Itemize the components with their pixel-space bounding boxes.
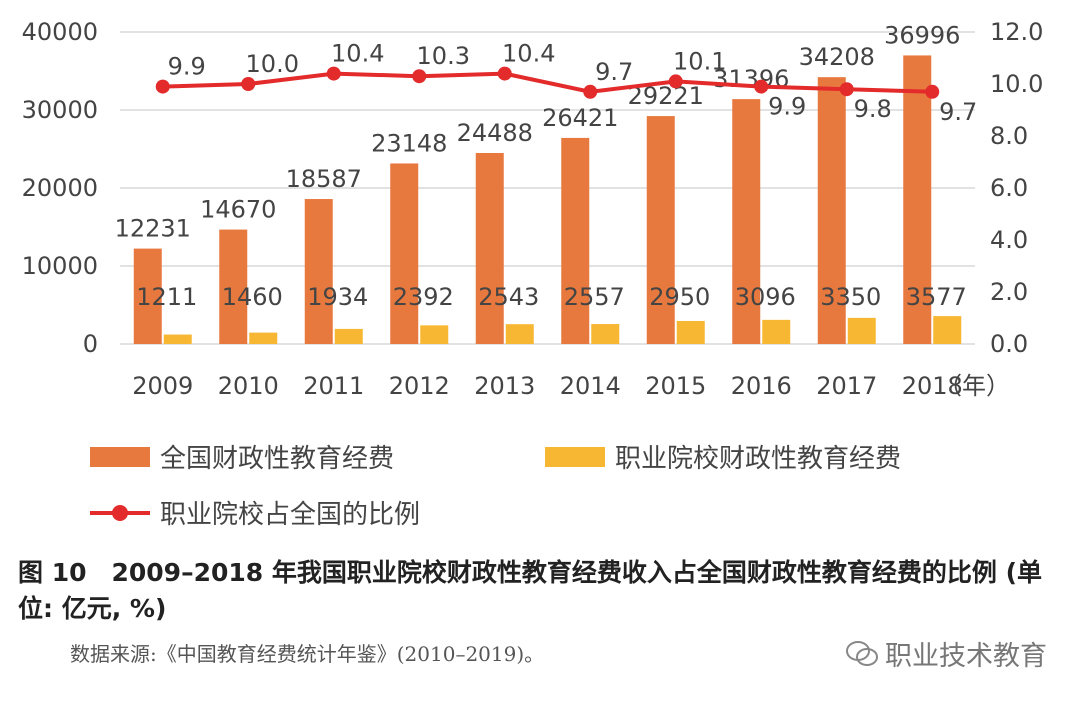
bar-vocational (762, 319, 791, 344)
x-tick-label: 2010 (218, 372, 279, 400)
ratio-point (497, 66, 512, 81)
ratio-point (839, 82, 854, 97)
bar-national (219, 229, 248, 344)
bar-vocational (163, 334, 192, 344)
ratio-value-label: 9.9 (168, 53, 206, 81)
x-tick-label: 2015 (645, 372, 706, 400)
bar-national (561, 137, 590, 344)
x-tick-label: 2012 (389, 372, 450, 400)
bar-national-value: 36996 (884, 21, 960, 49)
bar-national (475, 152, 504, 344)
bar-national (133, 248, 162, 344)
x-tick-label: 2016 (731, 372, 792, 400)
ratio-value-label: 10.3 (417, 42, 470, 70)
bar-national (390, 163, 419, 344)
x-tick-label: 2009 (132, 372, 193, 400)
x-tick-label: 2017 (816, 372, 877, 400)
legend-item-ratio: 职业院校占全国的比例 (90, 494, 420, 531)
bar-vocational-value: 2950 (649, 283, 710, 311)
legend-swatch-ratio (90, 501, 150, 525)
legend-label-vocational: 职业院校财政性教育经费 (615, 444, 902, 474)
y-left-tick-label: 20000 (22, 174, 98, 202)
bar-national (732, 99, 761, 344)
legend-item-national: 全国财政性教育经费 (90, 438, 394, 475)
bar-vocational-value: 2557 (564, 283, 625, 311)
bar-vocational (676, 320, 705, 344)
ratio-value-label: 10.1 (673, 47, 726, 75)
ratio-point (925, 84, 940, 99)
bar-national (903, 55, 932, 344)
bar-vocational (505, 324, 534, 344)
legend-swatch-vocational (545, 446, 605, 467)
y-right-tick-label: 6.0 (990, 174, 1028, 202)
combo-chart: 0 10000 20000 30000 40000 0.0 2.0 4.0 6.0 8.0 10.0… (22, 18, 1044, 400)
x-unit-label: （年） (938, 372, 1010, 400)
legend-label-ratio: 职业院校占全国的比例 (160, 500, 421, 530)
bar-national (304, 199, 333, 344)
ratio-line (162, 71, 933, 94)
ratio-value-label: 9.8 (854, 95, 892, 123)
ratio-point (583, 84, 598, 99)
bar-vocational-value: 3350 (820, 283, 881, 311)
ratio-value-label: 9.7 (595, 58, 633, 86)
bar-vocational-value: 1934 (307, 283, 368, 311)
y-right-tick-label: 12.0 (990, 18, 1043, 46)
y-left-tick-label: 10000 (22, 252, 98, 280)
bar-vocational (420, 325, 449, 344)
ratio-value-label: 10.4 (331, 40, 384, 68)
watermark-text: 职业技术教育 (885, 641, 1047, 672)
y-left-tick-label: 40000 (22, 18, 98, 46)
legend-item-vocational: 职业院校财政性教育经费 (545, 438, 901, 475)
watermark: 职业技术教育 (845, 634, 1047, 673)
bar-vocational-value: 2392 (393, 283, 454, 311)
y-left-tick-label: 0 (83, 330, 98, 358)
bar-national-value: 34208 (799, 43, 875, 71)
legend-label-national: 全国财政性教育经费 (160, 444, 395, 474)
wechat-icon (846, 640, 878, 666)
bar-vocational-value: 1460 (222, 283, 283, 311)
y-right-tick-label: 4.0 (990, 226, 1028, 254)
y-left-tick-label: 30000 (22, 96, 98, 124)
ratio-point (754, 79, 769, 94)
ratio-point (155, 79, 170, 94)
bar-national-value: 12231 (115, 215, 191, 243)
ratio-value-label: 10.0 (246, 50, 299, 78)
ratio-point (412, 69, 427, 84)
bar-national-value: 26421 (542, 104, 618, 132)
data-source: 数据来源:《中国教育经费统计年鉴》(2010–2019)。 (70, 642, 545, 666)
legend-swatch-national (90, 446, 150, 467)
x-tick-label: 2014 (560, 372, 621, 400)
bar-national-value: 23148 (371, 129, 447, 157)
x-tick-label: 2018 (902, 372, 963, 400)
bar-national (646, 116, 675, 344)
ratio-point (326, 66, 341, 81)
y-right-tick-label: 10.0 (990, 70, 1043, 98)
x-tick-label: 2013 (474, 372, 535, 400)
ratio-point (668, 74, 683, 89)
bar-national-value: 18587 (286, 165, 362, 193)
bar-vocational (933, 316, 962, 344)
y-right-tick-label: 8.0 (990, 122, 1028, 150)
bar-vocational (847, 317, 876, 344)
y-right-tick-label: 0.0 (990, 330, 1028, 358)
bar-national (817, 77, 846, 344)
bar-vocational (591, 324, 620, 344)
bar-vocational-value: 2543 (478, 283, 539, 311)
bar-national-value: 24488 (457, 119, 533, 147)
x-tick-label: 2011 (303, 372, 364, 400)
bar-national-value: 14670 (200, 196, 276, 224)
ratio-value-label: 9.9 (768, 93, 806, 121)
ratio-point (241, 77, 256, 91)
bar-vocational (249, 332, 278, 344)
ratio-value-label: 10.4 (502, 40, 555, 68)
bar-vocational-value: 3096 (735, 283, 796, 311)
bar-vocational-value: 3577 (906, 283, 967, 311)
bar-vocational (334, 328, 363, 344)
y-right-tick-label: 2.0 (990, 278, 1028, 306)
bar-vocational-value: 1211 (136, 283, 197, 311)
ratio-value-label: 9.7 (939, 98, 977, 126)
figure-caption: 图 10 2009–2018 年我国职业院校财政性教育经费收入占全国财政性教育经… (18, 558, 1042, 623)
